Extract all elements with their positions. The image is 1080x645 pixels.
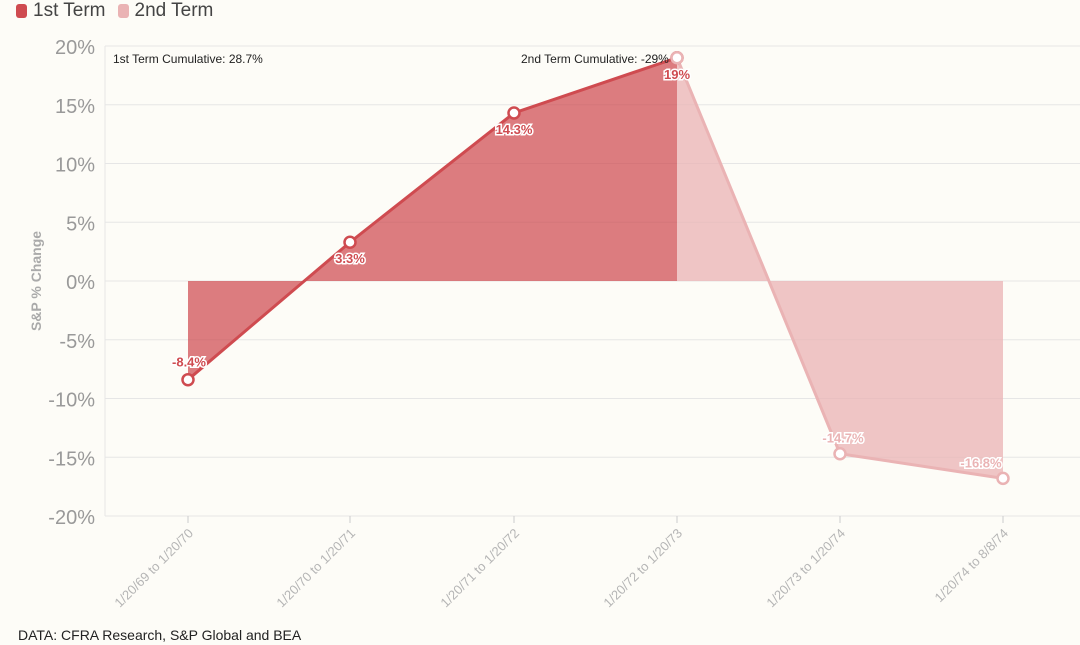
- data-point-second-term: [833, 446, 847, 461]
- x-tick-label: 1/20/74 to 8/8/74: [932, 526, 1012, 606]
- x-tick-label: 1/20/69 to 1/20/70: [111, 526, 196, 611]
- data-label-second-term: -16.8%: [960, 455, 1002, 470]
- series-area-second-term: [677, 57, 1003, 479]
- legend-label-second-term: 2nd Term: [134, 0, 214, 21]
- annotation-second-term-cumulative: 2nd Term Cumulative: -29%: [521, 52, 669, 66]
- y-tick-label: 15%: [55, 96, 95, 118]
- series-area-first-term: [188, 57, 677, 380]
- x-tick-label: 1/20/73 to 1/20/74: [763, 526, 848, 611]
- data-label-first-term: -8.4%: [172, 355, 206, 370]
- chart-legend: 1st Term 2nd Term: [16, 0, 213, 22]
- data-label-second-term: -14.7%: [822, 431, 864, 446]
- data-source-note: DATA: CFRA Research, S&P Global and BEA: [18, 627, 302, 643]
- data-point-second-term: [996, 471, 1010, 486]
- annotation-first-term-cumulative: 1st Term Cumulative: 28.7%: [113, 52, 263, 66]
- data-point-first-term: [507, 106, 521, 120]
- y-tick-label: -15%: [48, 448, 95, 470]
- y-tick-label: -10%: [48, 390, 95, 412]
- y-tick-label: 0%: [66, 272, 95, 294]
- legend-swatch-first-term: [16, 4, 27, 18]
- data-point-first-term: [181, 372, 195, 387]
- data-label-first-term: 14.3%: [496, 122, 533, 137]
- legend-item-first-term[interactable]: 1st Term: [16, 0, 106, 22]
- series-line-first-term: [187, 56, 678, 381]
- legend-label-first-term: 1st Term: [33, 0, 106, 21]
- data-label-first-term: 19%: [664, 67, 690, 82]
- data-label-first-term: 3.3%: [335, 251, 365, 266]
- legend-swatch-second-term: [117, 4, 129, 18]
- y-tick-label: 5%: [66, 213, 95, 235]
- data-point-second-term: [670, 51, 684, 65]
- x-tick-label: 1/20/71 to 1/20/72: [437, 526, 522, 611]
- y-tick-label: -20%: [48, 507, 95, 529]
- y-tick-label: 20%: [55, 37, 95, 59]
- x-tick-label: 1/20/72 to 1/20/73: [600, 526, 685, 611]
- data-point-first-term: [343, 235, 357, 249]
- legend-item-second-term[interactable]: 2nd Term: [117, 0, 214, 22]
- x-tick-label: 1/20/70 to 1/20/71: [273, 526, 358, 611]
- y-tick-label: -5%: [59, 331, 95, 353]
- y-tick-label: 10%: [55, 155, 95, 177]
- chart-area: 20% 15% 10% 5% 0% -5% -10% -15% -20% S&P % Change…: [28, 37, 1080, 611]
- y-axis-title: S&P % Change: [28, 231, 44, 331]
